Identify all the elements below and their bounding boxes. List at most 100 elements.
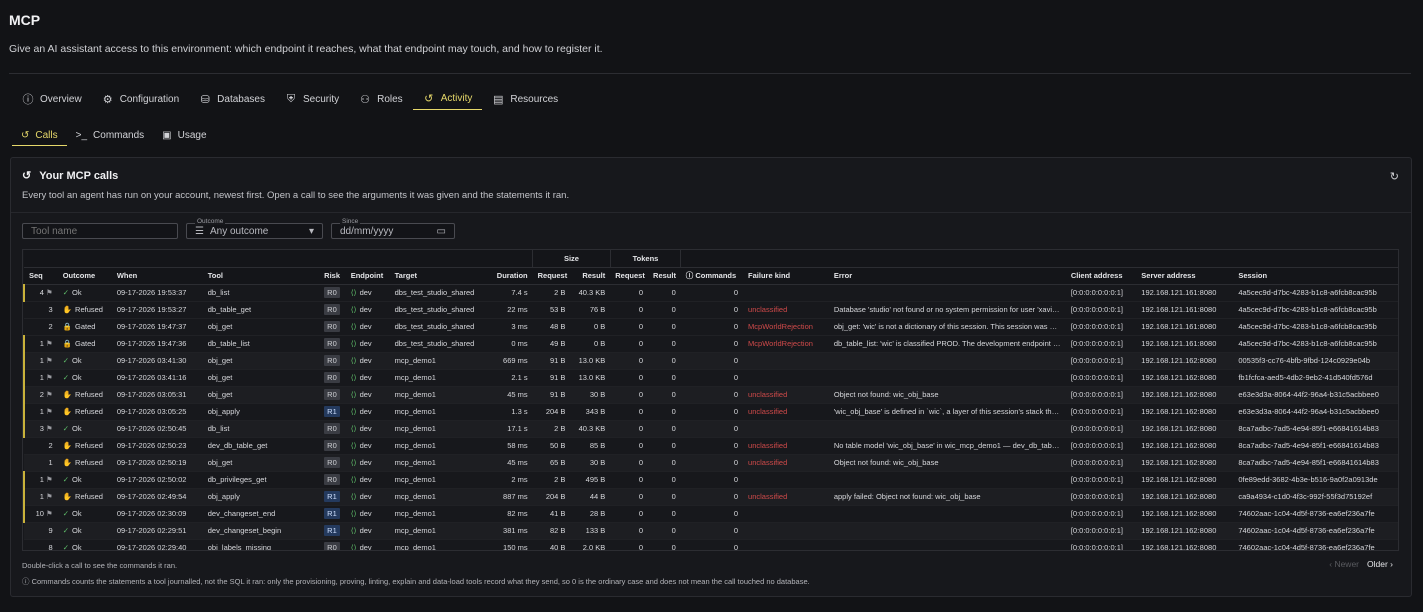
subtab-usage[interactable]: ▣ Usage [153, 125, 215, 146]
tool-cell: obj_apply [202, 403, 320, 421]
since-date-input[interactable]: Since dd/mm/yyyy ▭ [331, 218, 455, 239]
column-header-commands[interactable]: ⓘ Commands [680, 267, 744, 285]
table-row[interactable]: 1 ⚑ ✓ Ok 09-17-2026 03:41:16 obj_get R0 ⟨⟩ dev mc… [23, 369, 1398, 387]
table-row[interactable]: 2 ⚑ ✋ Refused 09-17-2026 03:05:31 obj_get R0 ⟨⟩… [23, 386, 1398, 404]
column-header-result[interactable]: Result [570, 267, 611, 285]
endpoint-label: dev [359, 458, 372, 467]
table-row[interactable]: 1 ⚑ ✓ Ok 09-17-2026 03:41:30 obj_get R0 ⟨⟩ dev mc… [23, 352, 1398, 370]
subtab-calls[interactable]: ↺ Calls [12, 125, 67, 146]
target-cell: mcp_demo1 [389, 471, 492, 489]
risk-cell: R1 [319, 505, 346, 523]
endpoint-cell: ⟨⟩ dev [345, 386, 390, 404]
outcome-cell: ✓ Ok [57, 505, 112, 523]
tab-activity[interactable]: ↺ Activity [412, 88, 483, 110]
when-cell: 09-17-2026 19:53:37 [111, 284, 203, 302]
subtab-commands[interactable]: >_ Commands [67, 125, 154, 146]
duration-cell: 22 ms [491, 301, 533, 319]
tab-roles[interactable]: ⚇ Roles [349, 88, 413, 110]
risk-cell: R1 [319, 403, 346, 421]
column-header-request[interactable]: Request [610, 267, 649, 285]
outcome-select[interactable]: Outcome ☰ Any outcome ▾ [186, 218, 323, 239]
risk-badge: R1 [324, 406, 340, 417]
newer-button[interactable]: ‹ Newer [1329, 559, 1359, 569]
table-row[interactable]: 1 ⚑ ✋ Refused 09-17-2026 03:05:25 obj_apply R1… [23, 403, 1398, 421]
risk-badge: R0 [324, 355, 340, 366]
tool-name-input[interactable] [31, 225, 169, 237]
server-address-cell: 192.168.121.161:8080 [1136, 284, 1234, 302]
column-header-target[interactable]: Target [389, 267, 492, 285]
column-header-outcome[interactable]: Outcome [57, 267, 112, 285]
column-header-risk[interactable]: Risk [319, 267, 346, 285]
error-cell [828, 539, 1066, 550]
endpoint-icon: ⟨⟩ [350, 305, 357, 314]
tab-resources[interactable]: ▤ Resources [482, 88, 568, 110]
column-header-server-address[interactable]: Server address [1136, 267, 1234, 285]
commands-cell: 0 [680, 335, 744, 353]
column-header-error[interactable]: Error [828, 267, 1066, 285]
calendar-icon[interactable]: ▭ [436, 225, 446, 237]
column-header-duration[interactable]: Duration [491, 267, 533, 285]
info-icon: ⓘ [22, 577, 30, 586]
column-header-when[interactable]: When [111, 267, 203, 285]
table-row[interactable]: 1 ⚑ ✓ Ok 09-17-2026 02:50:02 db_privileges_ge… [23, 471, 1398, 489]
older-button[interactable]: Older › [1367, 559, 1393, 569]
session-cell: 8ca7adbc-7ad5-4e94-85f1-e66841614b83 [1233, 420, 1398, 438]
when-cell: 09-17-2026 03:05:31 [111, 386, 203, 404]
duration-cell: 0 ms [491, 335, 533, 353]
session-cell: 4a5cec9d-d7bc-4283-b1c8-a6fcb8cac95b [1233, 301, 1398, 319]
tab-configuration[interactable]: ⚙ Configuration [92, 88, 189, 110]
refresh-icon[interactable]: ↻ [1389, 171, 1399, 183]
risk-cell: R0 [319, 352, 346, 370]
endpoint-cell: ⟨⟩ dev [345, 437, 390, 455]
table-row[interactable]: 1 ⚑ 🔒 Gated 09-17-2026 19:47:36 db_table_list… [23, 335, 1398, 353]
commands-cell: 0 [680, 403, 744, 421]
tool-name-filter[interactable] [22, 223, 178, 239]
result-tokens-cell: 0 [648, 284, 681, 302]
shield-icon: ⛨ [286, 92, 296, 105]
tab-security[interactable]: ⛨ Security [275, 88, 349, 110]
endpoint-icon: ⟨⟩ [350, 390, 357, 399]
column-header-session[interactable]: Session [1233, 267, 1398, 285]
table-row[interactable]: 8 ✓ Ok 09-17-2026 02:29:40 obj_labels_missin… [24, 539, 1398, 550]
result-tokens-cell: 0 [648, 403, 681, 421]
table-row[interactable]: 9 ✓ Ok 09-17-2026 02:29:51 dev_changeset_beg… [24, 522, 1398, 540]
risk-badge: R0 [324, 542, 340, 550]
column-header-failure-kind[interactable]: Failure kind [743, 267, 829, 285]
endpoint-label: dev [359, 356, 372, 365]
request-tokens-cell: 0 [610, 403, 649, 421]
table-row[interactable]: 4 ⚑ ✓ Ok 09-17-2026 19:53:37 db_list R0 ⟨⟩ dev db… [23, 284, 1398, 302]
request-tokens-cell: 0 [610, 454, 649, 472]
column-header-tool[interactable]: Tool [202, 267, 320, 285]
table-row[interactable]: 3 ✋ Refused 09-17-2026 19:53:27 db_table_get… [24, 301, 1398, 319]
column-header-request[interactable]: Request [532, 267, 571, 285]
column-header-client-address[interactable]: Client address [1065, 267, 1137, 285]
server-address-cell: 192.168.121.162:8080 [1136, 505, 1234, 523]
table-row[interactable]: 3 ⚑ ✓ Ok 09-17-2026 02:50:45 db_list R0 ⟨⟩ dev mc… [23, 420, 1398, 438]
column-header-result[interactable]: Result [648, 267, 681, 285]
target-cell: mcp_demo1 [389, 352, 492, 370]
result-tokens-cell: 0 [648, 539, 681, 550]
duration-cell: 17.1 s [491, 420, 533, 438]
flag-icon: ⚑ [45, 509, 53, 518]
check-circle-icon: ✓ [62, 509, 69, 518]
endpoint-label: dev [359, 424, 372, 433]
tab-overview[interactable]: ⓘ Overview [12, 88, 92, 110]
request-size-cell: 91 B [532, 352, 571, 370]
session-cell: e63e3d3a-8064-44f2-96a4-b31c5acbbee0 [1233, 403, 1398, 421]
hand-icon: ✋ [62, 390, 73, 399]
endpoint-icon: ⟨⟩ [350, 373, 357, 382]
column-header-endpoint[interactable]: Endpoint [345, 267, 390, 285]
when-cell: 09-17-2026 02:30:09 [111, 505, 203, 523]
flag-icon: ⚑ [45, 339, 53, 348]
result-size-cell: 2.0 KB [570, 539, 611, 550]
table-row[interactable]: 2 ✋ Refused 09-17-2026 02:50:23 dev_db_table… [24, 437, 1398, 455]
result-tokens-cell: 0 [648, 301, 681, 319]
table-row[interactable]: 1 ✋ Refused 09-17-2026 02:50:19 obj_get R0 ⟨⟩ d… [24, 454, 1398, 472]
seq-value: 4 [39, 288, 44, 297]
table-row[interactable]: 10 ⚑ ✓ Ok 09-17-2026 02:30:09 dev_changeset_e… [23, 505, 1398, 523]
table-row[interactable]: 2 🔒 Gated 09-17-2026 19:47:37 obj_get R0 ⟨⟩ dev… [24, 318, 1398, 336]
table-row[interactable]: 1 ⚑ ✋ Refused 09-17-2026 02:49:54 obj_apply R1… [23, 488, 1398, 506]
tab-databases[interactable]: ⛁ Databases [189, 88, 275, 110]
column-header-seq[interactable]: Seq [24, 267, 58, 285]
tool-cell: dev_db_table_get [202, 437, 320, 455]
